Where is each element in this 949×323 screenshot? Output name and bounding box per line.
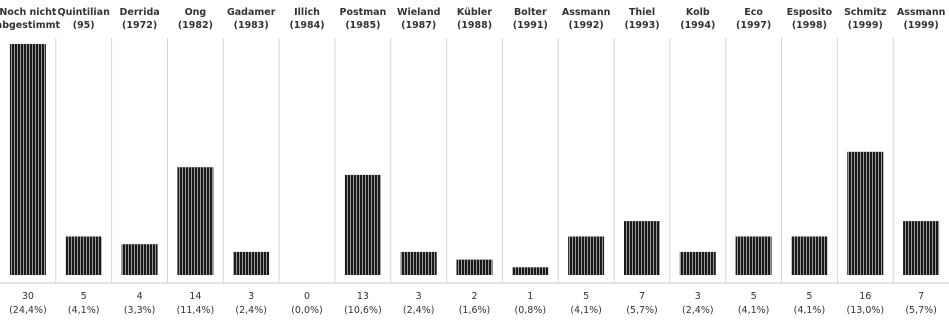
percent-label: (3,3%): [124, 305, 156, 316]
category-label: (1983): [234, 20, 269, 31]
category-headers: Noch nicht abgestimmt Quintilian (95) Derrid…: [0, 7, 946, 31]
category-label: (1984): [289, 20, 324, 31]
value-label: 0: [304, 291, 310, 302]
bar: [903, 221, 940, 275]
bar: [9, 44, 46, 275]
percent-label: (13,0%): [847, 305, 885, 316]
category-label: Derrida: [120, 7, 160, 18]
category-label: Eco: [744, 7, 763, 18]
bar: [344, 174, 381, 275]
value-labels: 30 (24,4%) 5 (4,1%) 4 (3,3%) 14 (11,4%) 3 (2,4%) 0…: [9, 291, 937, 316]
category-label: abgestimmt: [0, 20, 60, 31]
bar: [400, 251, 437, 275]
value-label: 4: [137, 291, 143, 302]
category-label: (1988): [457, 20, 492, 31]
category-label: Assmann: [897, 7, 946, 18]
value-label: 5: [81, 291, 87, 302]
value-label: 16: [859, 291, 871, 302]
category-label: (1987): [401, 20, 436, 31]
percent-label: (5,7%): [905, 305, 937, 316]
bar: [65, 236, 102, 275]
percent-label: (4,1%): [68, 305, 100, 316]
percent-label: (11,4%): [177, 305, 215, 316]
category-label: (1985): [345, 20, 380, 31]
value-label: 14: [189, 291, 201, 302]
percent-label: (1,6%): [459, 305, 491, 316]
category-label: Assmann: [562, 7, 611, 18]
percent-label: (2,4%): [235, 305, 267, 316]
value-label: 2: [471, 291, 477, 302]
category-label: Illich: [294, 7, 320, 18]
category-label: Ong: [185, 7, 207, 18]
bar: [568, 236, 605, 275]
category-label: Schmitz: [844, 7, 887, 18]
value-label: 1: [527, 291, 533, 302]
percent-label: (4,1%): [794, 305, 826, 316]
category-label: Postman: [340, 7, 387, 18]
category-label: Kübler: [457, 7, 492, 18]
value-label: 3: [248, 291, 254, 302]
category-label: Quintilian: [58, 7, 111, 18]
percent-label: (24,4%): [9, 305, 47, 316]
value-label: 5: [751, 291, 757, 302]
bar: [847, 151, 884, 275]
category-label: Thiel: [629, 7, 655, 18]
bar: [791, 236, 828, 275]
category-label: (1999): [848, 20, 883, 31]
category-label: (1994): [680, 20, 715, 31]
category-label: (1972): [122, 20, 157, 31]
category-label: (1999): [904, 20, 939, 31]
category-label: (1991): [513, 20, 548, 31]
value-label: 5: [583, 291, 589, 302]
category-label: (1982): [178, 20, 213, 31]
bar: [177, 167, 214, 275]
value-label: 3: [416, 291, 422, 302]
category-label: (1998): [792, 20, 827, 31]
category-label: Gadamer: [227, 7, 276, 18]
category-label: Bolter: [514, 7, 547, 18]
percent-label: (4,1%): [738, 305, 770, 316]
percent-label: (0,0%): [291, 305, 323, 316]
category-label: Wieland: [397, 7, 440, 18]
bar: [233, 251, 270, 275]
percent-label: (2,4%): [682, 305, 714, 316]
column-separators: [55, 38, 894, 283]
bar: [624, 221, 660, 275]
value-label: 30: [22, 291, 34, 302]
value-label: 7: [639, 291, 645, 302]
value-label: 5: [806, 291, 812, 302]
value-label: 7: [918, 291, 924, 302]
percent-label: (0,8%): [515, 305, 547, 316]
percent-label: (4,1%): [570, 305, 602, 316]
category-label: Kolb: [686, 7, 710, 18]
category-label: (1992): [569, 20, 604, 31]
bar: [679, 251, 716, 275]
percent-label: (5,7%): [626, 305, 658, 316]
bar: [456, 259, 493, 275]
category-label: (95): [73, 20, 95, 31]
value-label: 13: [357, 291, 369, 302]
bars: [9, 44, 940, 275]
bar: [121, 244, 158, 275]
category-label: Esposito: [787, 7, 833, 18]
category-label: (1997): [736, 20, 771, 31]
category-label: (1993): [624, 20, 659, 31]
bar: [735, 236, 772, 275]
value-label: 3: [695, 291, 701, 302]
percent-label: (10,6%): [344, 305, 382, 316]
bar: [512, 267, 549, 275]
percent-label: (2,4%): [403, 305, 435, 316]
category-label: Noch nicht: [0, 7, 57, 18]
